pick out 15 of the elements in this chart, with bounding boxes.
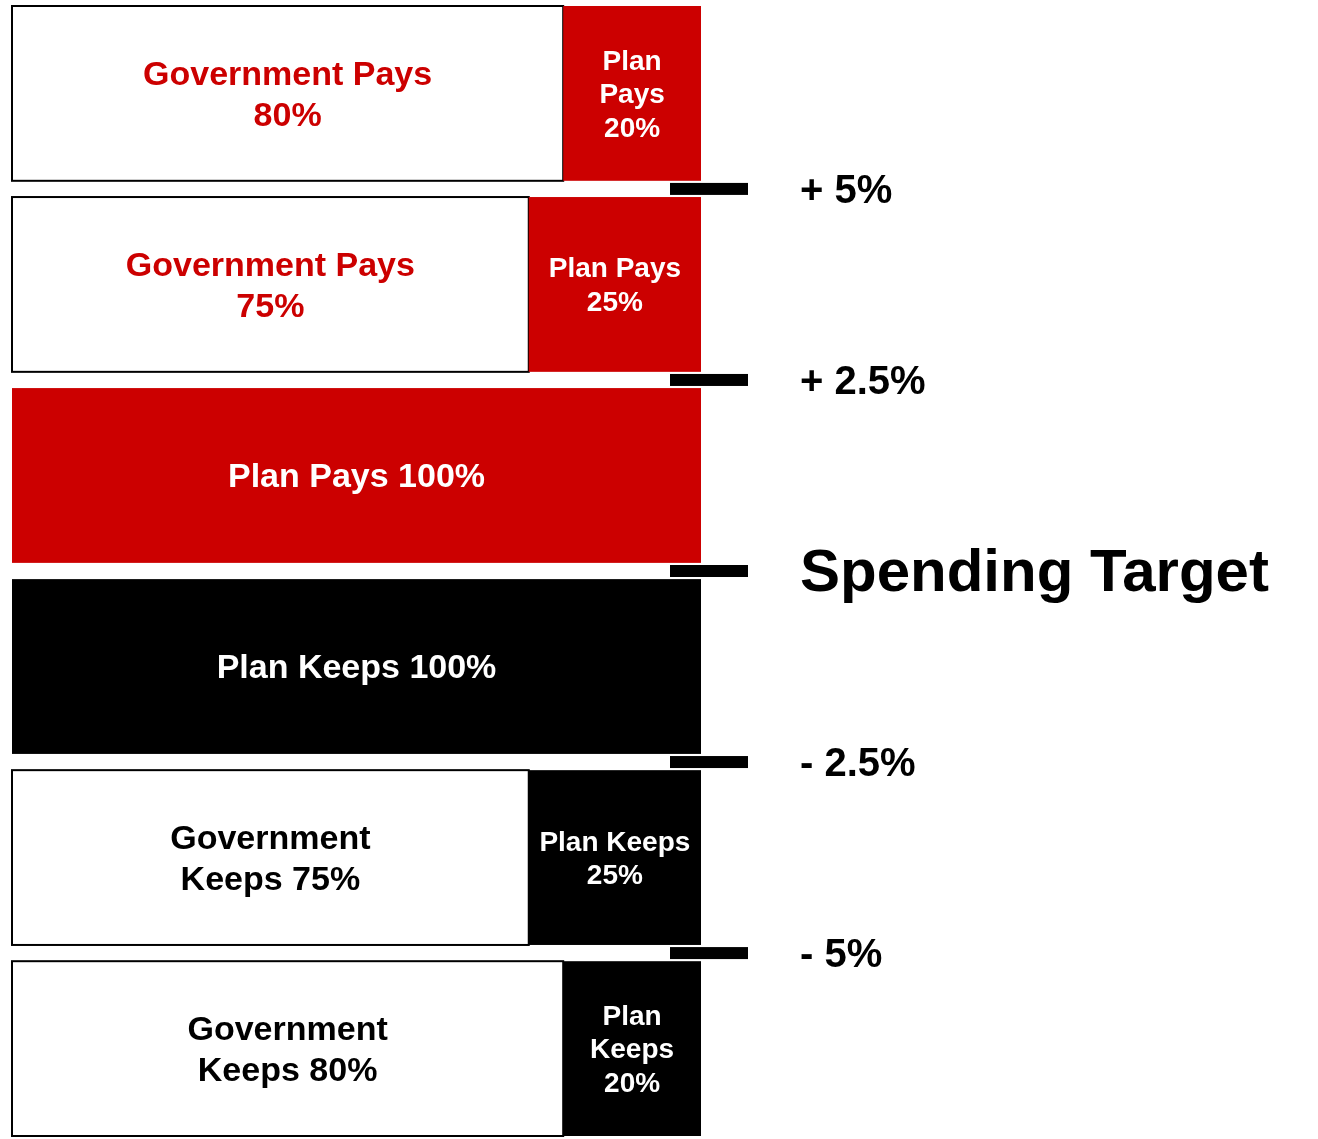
data-label: Plan Pays 25% [548, 252, 682, 318]
data-label: Plan Pays 100% [227, 456, 486, 495]
data-label: Plan Pays 20% [599, 44, 665, 143]
text: + 2.5% [800, 357, 926, 402]
data-label: Plan Keeps 20% [590, 999, 675, 1098]
data-label: Plan Keeps 25% [539, 825, 691, 891]
data-label: Government Pays 75% [125, 244, 415, 324]
data-label: Government Pays 80% [143, 53, 433, 133]
text: - 5% [800, 931, 883, 976]
text: Spending Target [800, 537, 1269, 604]
text: + 5% [800, 166, 893, 211]
text: - 2.5% [800, 740, 916, 785]
data-label: Plan Keeps 100% [216, 647, 497, 686]
data-label: Government Keeps 75% [170, 818, 371, 897]
data-label: Government Keeps 80% [187, 1009, 388, 1088]
